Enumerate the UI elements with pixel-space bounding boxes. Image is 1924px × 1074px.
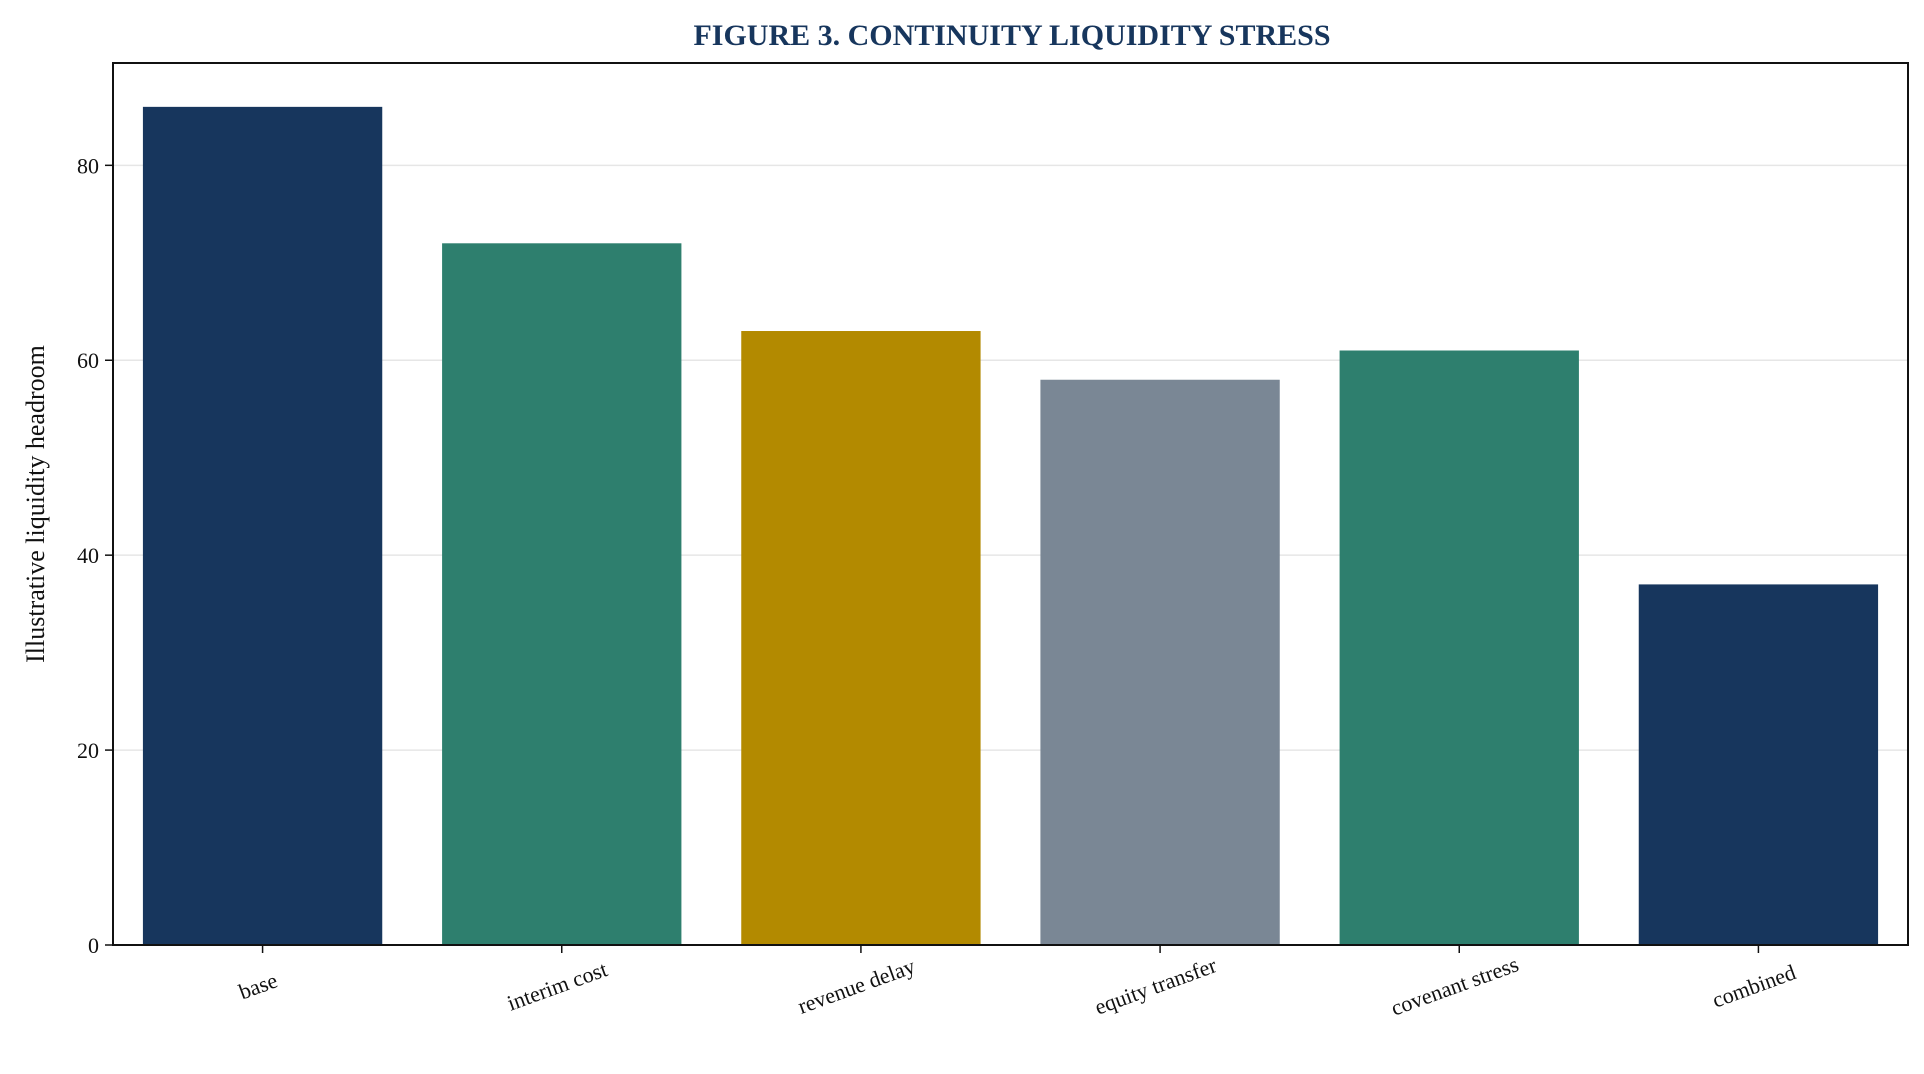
y-tick-label: 0 [88, 933, 99, 958]
x-tick-label: covenant stress [1388, 951, 1522, 1020]
y-tick-label: 40 [77, 543, 99, 568]
y-axis-label: Illustrative liquidity headroom [21, 345, 50, 663]
x-tick-label: equity transfer [1091, 952, 1220, 1019]
y-tick-label: 20 [77, 738, 99, 763]
gridlines [113, 164, 1908, 751]
x-tick-label: revenue delay [794, 953, 918, 1018]
y-tick-label: 80 [77, 153, 99, 178]
bars [142, 106, 1879, 946]
y-tick-label: 60 [77, 348, 99, 373]
chart-title: FIGURE 3. CONTINUITY LIQUIDITY STRESS [693, 19, 1330, 52]
bar-revenue-delay [741, 331, 981, 945]
bar-equity-transfer [1040, 379, 1280, 945]
bar-combined [1638, 584, 1879, 945]
x-axis-ticks: base interim cost revenue delay equity tran… [235, 945, 1799, 1021]
x-tick-label: base [235, 968, 280, 1005]
bar-interim-cost [442, 243, 682, 945]
plot-frame [112, 62, 1909, 946]
y-axis-ticks: 0 20 40 60 80 [77, 153, 113, 958]
bar-base [142, 106, 383, 946]
bar-covenant-stress [1339, 350, 1579, 945]
x-tick-label: interim cost [504, 956, 611, 1015]
x-tick-label: combined [1709, 959, 1799, 1012]
